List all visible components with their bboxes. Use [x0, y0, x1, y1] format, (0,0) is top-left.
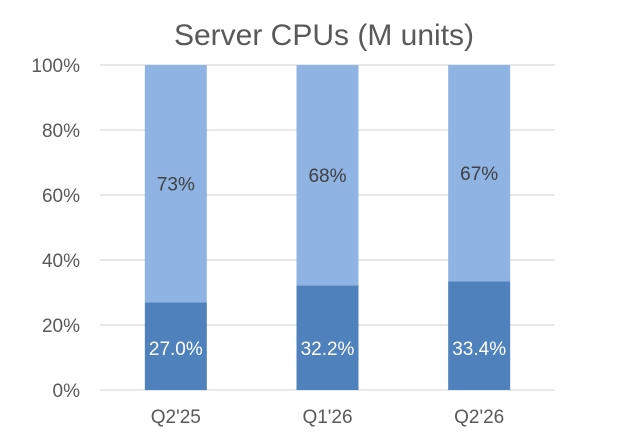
data-label: 32.2%: [301, 339, 355, 360]
x-category-label: Q2'25: [151, 407, 201, 428]
data-label: 68%: [308, 166, 346, 187]
y-tick-label: 60%: [42, 186, 80, 207]
y-tick-label: 40%: [42, 251, 80, 272]
y-tick-label: 0%: [53, 381, 81, 402]
data-label: 33.4%: [452, 339, 506, 360]
data-label: 73%: [157, 175, 195, 196]
data-label: 67%: [460, 164, 498, 185]
x-category-label: Q2'26: [454, 407, 504, 428]
y-tick-label: 20%: [42, 316, 80, 337]
chart-title: Server CPUs (M units): [174, 19, 474, 52]
bar-segment: [144, 302, 207, 390]
y-tick-label: 80%: [42, 121, 80, 142]
y-axis-ticks: 0% 20% 40% 60% 80% 100%: [31, 56, 80, 402]
bar-segment: [448, 65, 511, 282]
data-labels: 27.0% 73% 32.2% 68% 33.4% 67%: [149, 164, 506, 360]
data-label: 27.0%: [149, 339, 203, 360]
bar-segment: [296, 65, 359, 286]
bar-segment: [448, 281, 511, 390]
bars: [144, 65, 511, 390]
bar-segment: [144, 65, 207, 303]
y-tick-label: 100%: [31, 56, 80, 77]
bar-segment: [296, 285, 359, 390]
x-category-label: Q1'26: [302, 407, 352, 428]
x-axis-categories: Q2'25 Q1'26 Q2'26: [151, 407, 504, 428]
